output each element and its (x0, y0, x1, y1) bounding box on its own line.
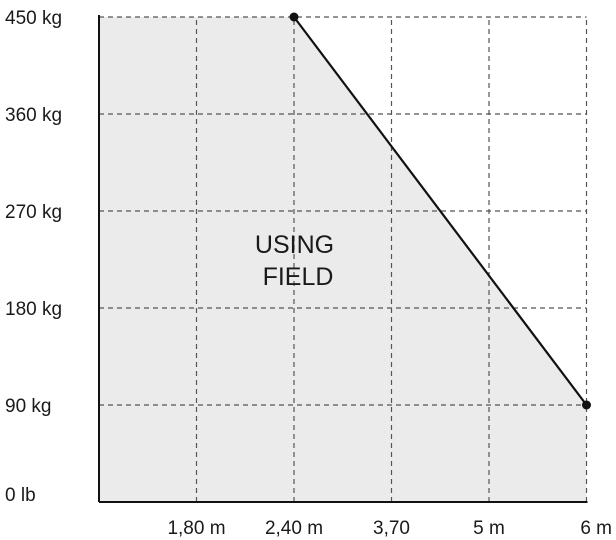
data-point-1 (582, 400, 591, 410)
series-line-layer (289, 12, 591, 410)
x-tick-label: 6 m (580, 518, 612, 539)
y-tick-label: 270 kg (5, 202, 62, 223)
using-field-area-layer (99, 17, 587, 502)
grid-layer (99, 16, 588, 502)
y-tick-label: 180 kg (5, 299, 62, 320)
axis-layer (98, 15, 588, 503)
x-tick-label: 3,70 (373, 518, 410, 539)
annotation-line-2: FIELD (263, 263, 334, 291)
y-tick-label: 360 kg (5, 105, 62, 126)
data-point-0 (289, 12, 299, 22)
y-tick-label: 0 lb (5, 485, 36, 506)
y-tick-label: 90 kg (5, 396, 51, 417)
x-tick-label: 1,80 m (167, 518, 225, 539)
x-tick-label: 2,40 m (265, 518, 323, 539)
tick-label-layer: 0 lb 90 kg 180 kg 270 kg 360 kg 450 kg 1,80 m 2… (5, 8, 612, 539)
series-line-segment (293, 16, 588, 406)
y-tick-label: 450 kg (5, 8, 62, 29)
using-field-area (99, 17, 587, 502)
annotation-line-1: USING (255, 231, 334, 259)
using-field-annotation: USING FIELD (255, 231, 341, 291)
x-tick-label: 5 m (473, 518, 505, 539)
